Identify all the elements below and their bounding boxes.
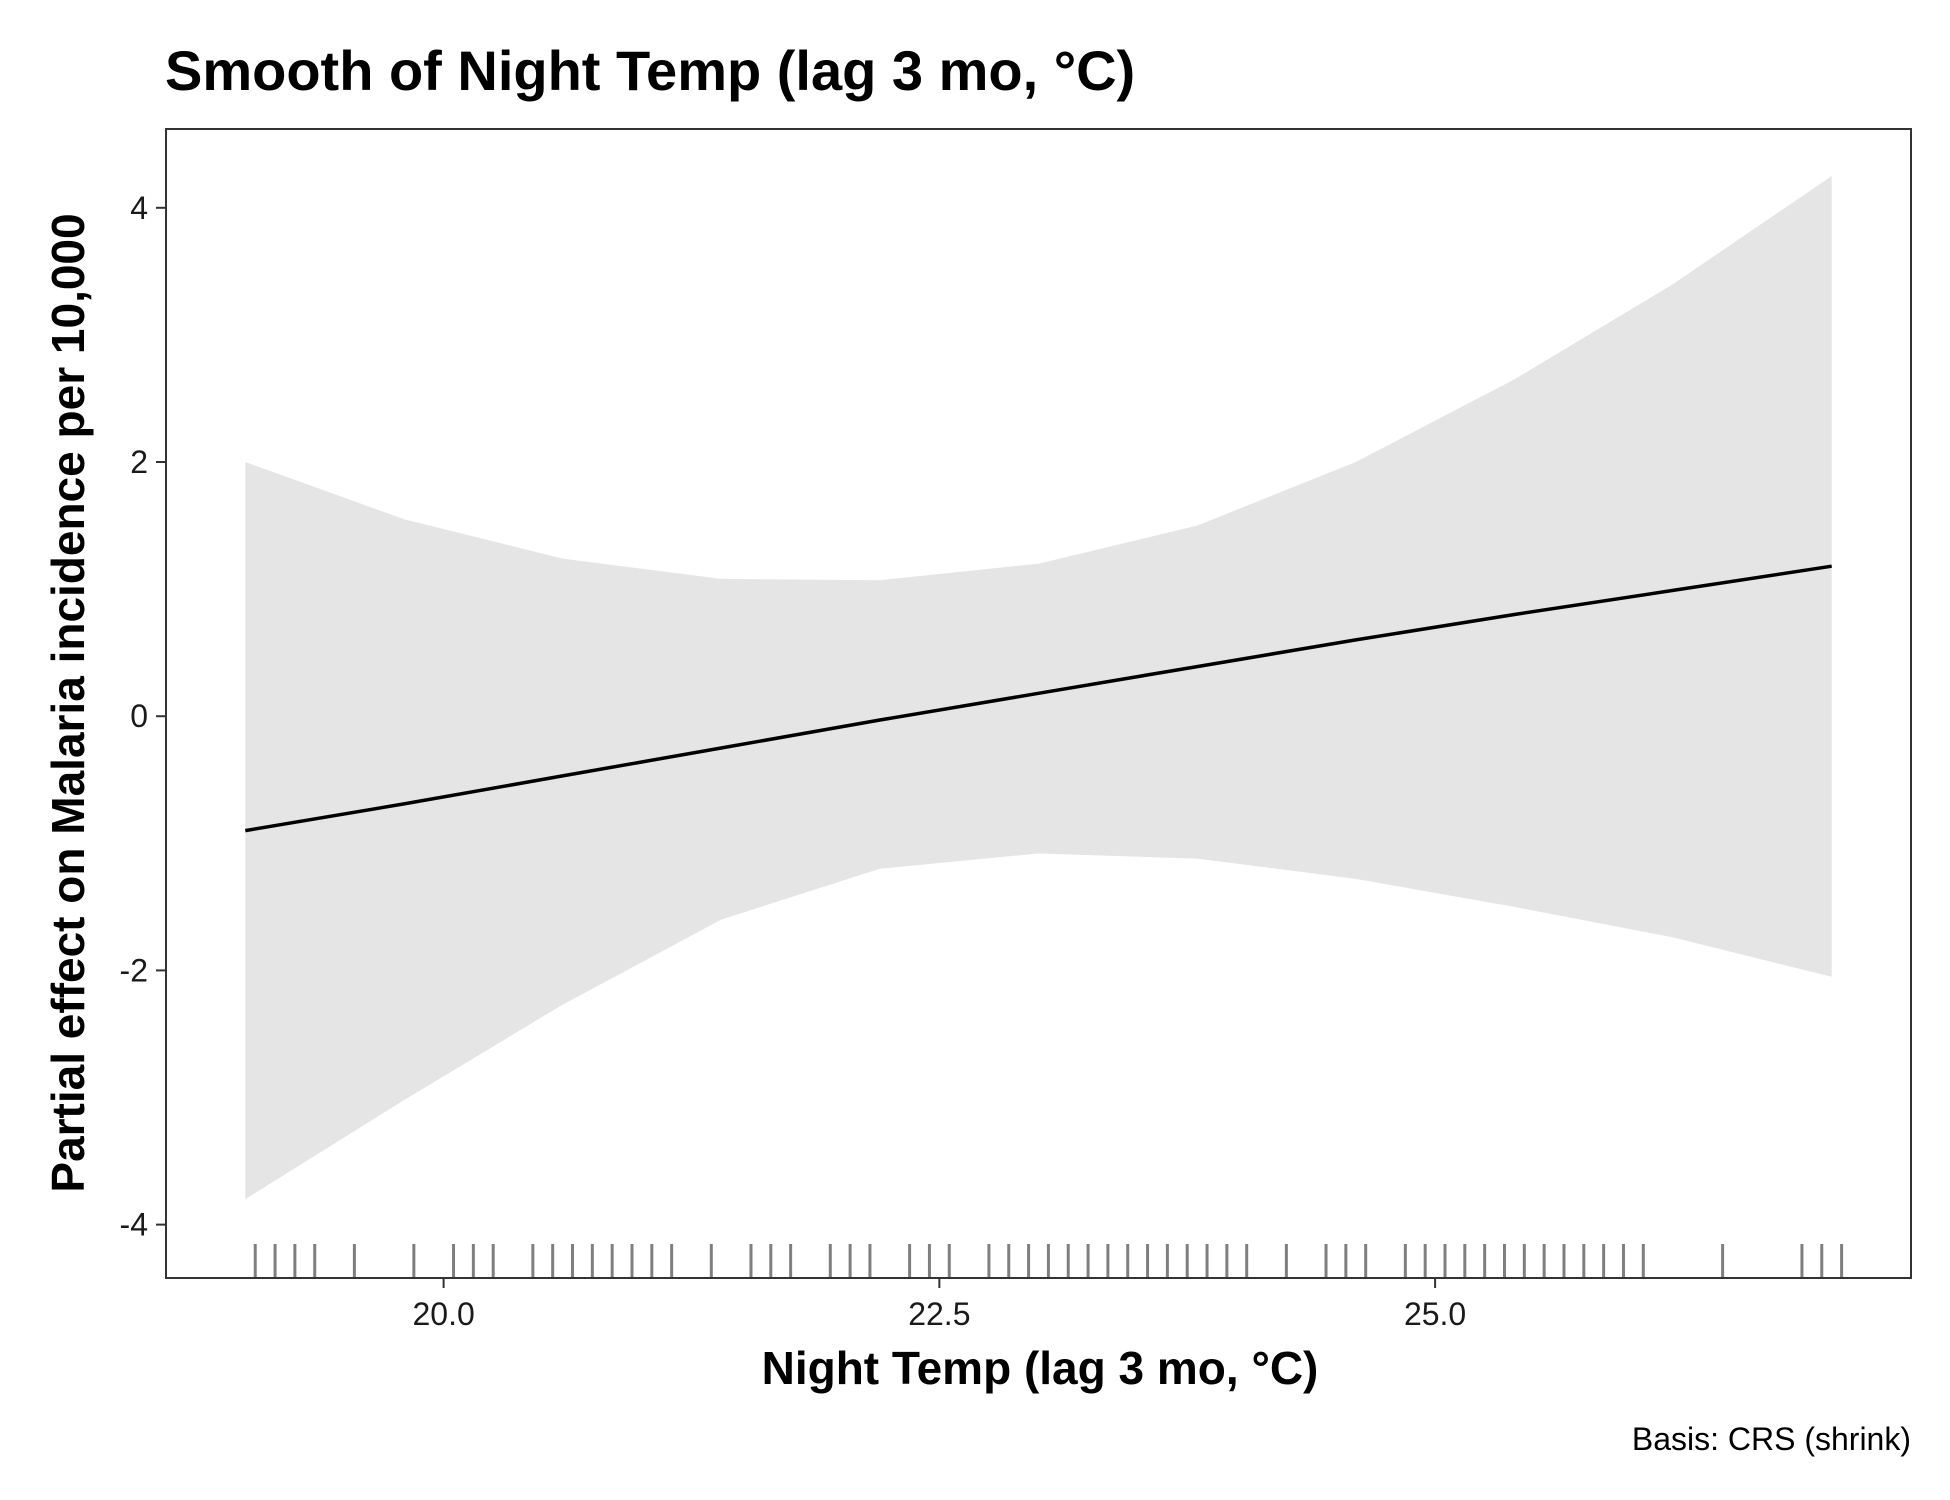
y-tick-label: 2: [130, 444, 148, 480]
panel-border: [165, 128, 1912, 1279]
x-tick-label: 20.0: [412, 1296, 474, 1332]
y-tick-label: -4: [120, 1207, 148, 1243]
x-tick-label: 22.5: [908, 1296, 970, 1332]
chart-title: Smooth of Night Temp (lag 3 mo, °C): [165, 39, 1135, 102]
plot-area: [245, 176, 1844, 1278]
x-tick-label: 25.0: [1404, 1296, 1466, 1332]
x-axis-title: Night Temp (lag 3 mo, °C): [762, 1342, 1319, 1394]
y-axis-title: Partial effect on Malaria incidence per …: [42, 213, 94, 1192]
y-tick-label: -2: [120, 952, 148, 988]
y-tick-label: 4: [130, 190, 148, 226]
smooth-line: [245, 564, 1832, 833]
axes: 20.0 22.5 25.0 -4 -2 0 2 4: [120, 128, 1912, 1332]
y-tick-label: 0: [130, 698, 148, 734]
confidence-band: [245, 176, 1832, 1200]
chart-caption: Basis: CRS (shrink): [1632, 1421, 1911, 1457]
